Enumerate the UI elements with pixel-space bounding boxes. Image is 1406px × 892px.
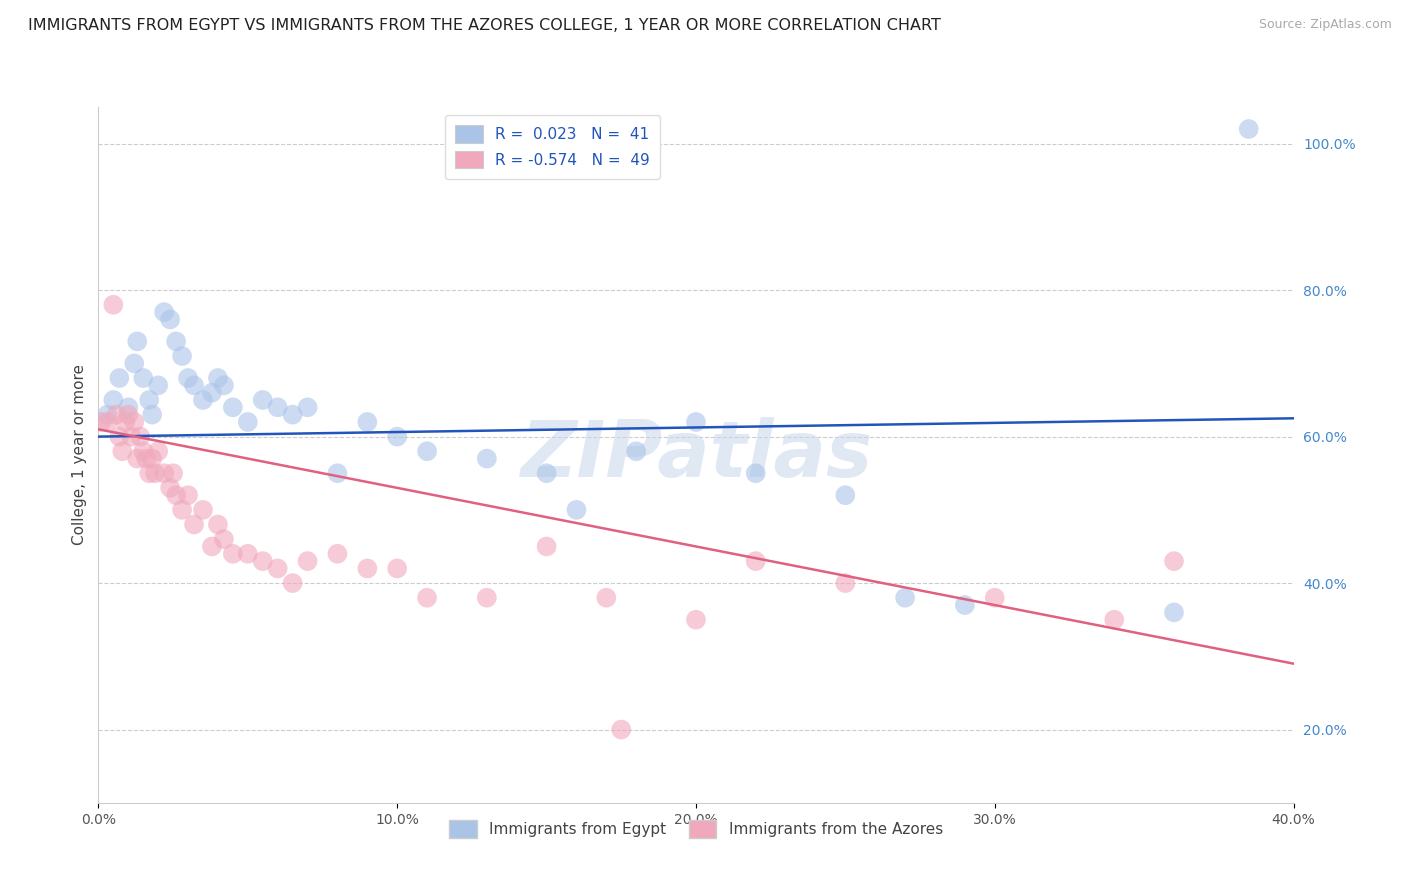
Point — [141, 408, 163, 422]
Point — [117, 408, 139, 422]
Point — [127, 334, 149, 349]
Point — [385, 429, 409, 443]
Point — [281, 576, 304, 591]
Point — [207, 371, 229, 385]
Point — [172, 503, 194, 517]
Point — [356, 415, 378, 429]
Point — [475, 591, 498, 605]
Point — [1163, 554, 1185, 568]
Point — [127, 451, 149, 466]
Point — [103, 392, 125, 407]
Point — [96, 408, 118, 422]
Point — [356, 561, 378, 575]
Point — [1237, 122, 1260, 136]
Point — [159, 312, 181, 326]
Point — [165, 334, 187, 349]
Point — [103, 298, 125, 312]
Point — [162, 467, 184, 481]
Point — [124, 356, 146, 370]
Text: Source: ZipAtlas.com: Source: ZipAtlas.com — [1258, 18, 1392, 31]
Point — [148, 444, 170, 458]
Point — [894, 591, 917, 605]
Text: IMMIGRANTS FROM EGYPT VS IMMIGRANTS FROM THE AZORES COLLEGE, 1 YEAR OR MORE CORR: IMMIGRANTS FROM EGYPT VS IMMIGRANTS FROM… — [28, 18, 941, 33]
Point — [129, 429, 152, 443]
Point — [297, 401, 319, 415]
Point — [114, 415, 136, 429]
Point — [153, 305, 176, 319]
Point — [326, 467, 349, 481]
Point — [143, 467, 166, 481]
Point — [201, 385, 224, 400]
Point — [153, 467, 176, 481]
Text: ZIPatlas: ZIPatlas — [520, 417, 872, 493]
Point — [138, 392, 160, 407]
Point — [326, 547, 349, 561]
Point — [108, 371, 131, 385]
Point — [111, 444, 134, 458]
Point — [135, 451, 157, 466]
Point — [222, 547, 245, 561]
Point — [536, 540, 558, 554]
Point — [222, 401, 245, 415]
Point — [165, 488, 187, 502]
Point — [105, 408, 128, 422]
Point — [120, 429, 142, 443]
Point — [416, 591, 439, 605]
Point — [475, 451, 498, 466]
Point — [610, 723, 633, 737]
Point — [212, 378, 235, 392]
Point — [745, 467, 768, 481]
Point — [565, 503, 588, 517]
Point — [108, 429, 131, 443]
Point — [385, 561, 409, 575]
Point — [177, 371, 200, 385]
Point — [132, 444, 155, 458]
Y-axis label: College, 1 year or more: College, 1 year or more — [72, 365, 87, 545]
Point — [1104, 613, 1126, 627]
Legend: Immigrants from Egypt, Immigrants from the Azores: Immigrants from Egypt, Immigrants from t… — [443, 814, 949, 844]
Point — [212, 532, 235, 546]
Point — [745, 554, 768, 568]
Point — [90, 415, 112, 429]
Point — [685, 415, 707, 429]
Point — [159, 481, 181, 495]
Point — [191, 503, 214, 517]
Point — [201, 540, 224, 554]
Point — [953, 598, 976, 612]
Point — [536, 467, 558, 481]
Point — [138, 467, 160, 481]
Point — [132, 371, 155, 385]
Point — [96, 415, 118, 429]
Point — [252, 554, 274, 568]
Point — [834, 576, 856, 591]
Point — [416, 444, 439, 458]
Point — [177, 488, 200, 502]
Point — [595, 591, 617, 605]
Point — [124, 415, 146, 429]
Point — [685, 613, 707, 627]
Point — [834, 488, 856, 502]
Point — [207, 517, 229, 532]
Point — [252, 392, 274, 407]
Point — [172, 349, 194, 363]
Point — [117, 401, 139, 415]
Point — [183, 517, 205, 532]
Point — [281, 408, 304, 422]
Point — [236, 547, 259, 561]
Point — [141, 451, 163, 466]
Point — [191, 392, 214, 407]
Point — [267, 561, 290, 575]
Point — [1163, 606, 1185, 620]
Point — [984, 591, 1007, 605]
Point — [297, 554, 319, 568]
Point — [626, 444, 648, 458]
Point — [183, 378, 205, 392]
Point — [148, 378, 170, 392]
Point — [267, 401, 290, 415]
Point — [236, 415, 259, 429]
